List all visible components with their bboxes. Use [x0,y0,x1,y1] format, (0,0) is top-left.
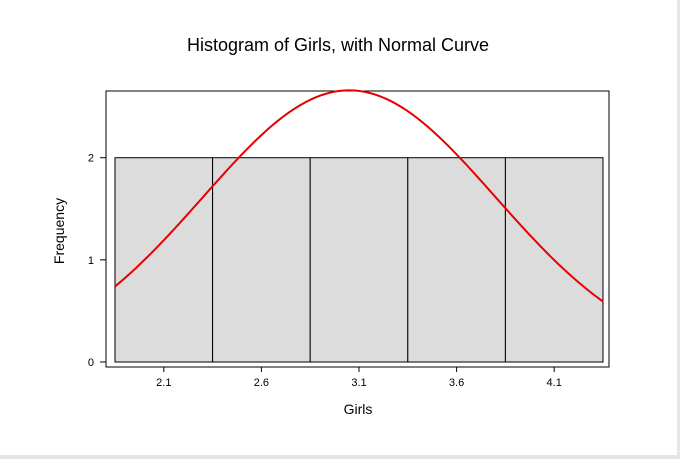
histogram-bar-4 [407,157,506,363]
chart-title: Histogram of Girls, with Normal Curve [187,35,489,55]
histogram-bar-2 [212,157,311,363]
x-axis: 2.1 2.6 3.1 3.6 4.1 [156,367,562,389]
bars-layer [114,157,604,363]
normal-curve [114,89,604,303]
histogram-bar-5 [504,157,604,363]
window-edge-right [677,0,680,459]
x-tick-label-3.1: 3.1 [351,377,366,389]
histogram-bar-3 [309,157,409,363]
normal-curve-layer [114,89,604,303]
y-tick-label-2: 2 [88,153,94,165]
y-axis-label: Frequency [51,198,67,264]
x-tick-label-2.6: 2.6 [254,377,269,389]
x-tick-label-4.1: 4.1 [547,377,562,389]
y-tick-label-0: 0 [88,357,94,369]
x-axis-label: Girls [344,401,373,417]
histogram-bar-1 [114,157,214,363]
y-axis: 0 1 2 [88,153,106,369]
x-tick-label-2.1: 2.1 [156,377,171,389]
x-tick-label-3.6: 3.6 [449,377,464,389]
window-edge-bottom [0,455,677,459]
y-tick-label-1: 1 [88,255,94,267]
